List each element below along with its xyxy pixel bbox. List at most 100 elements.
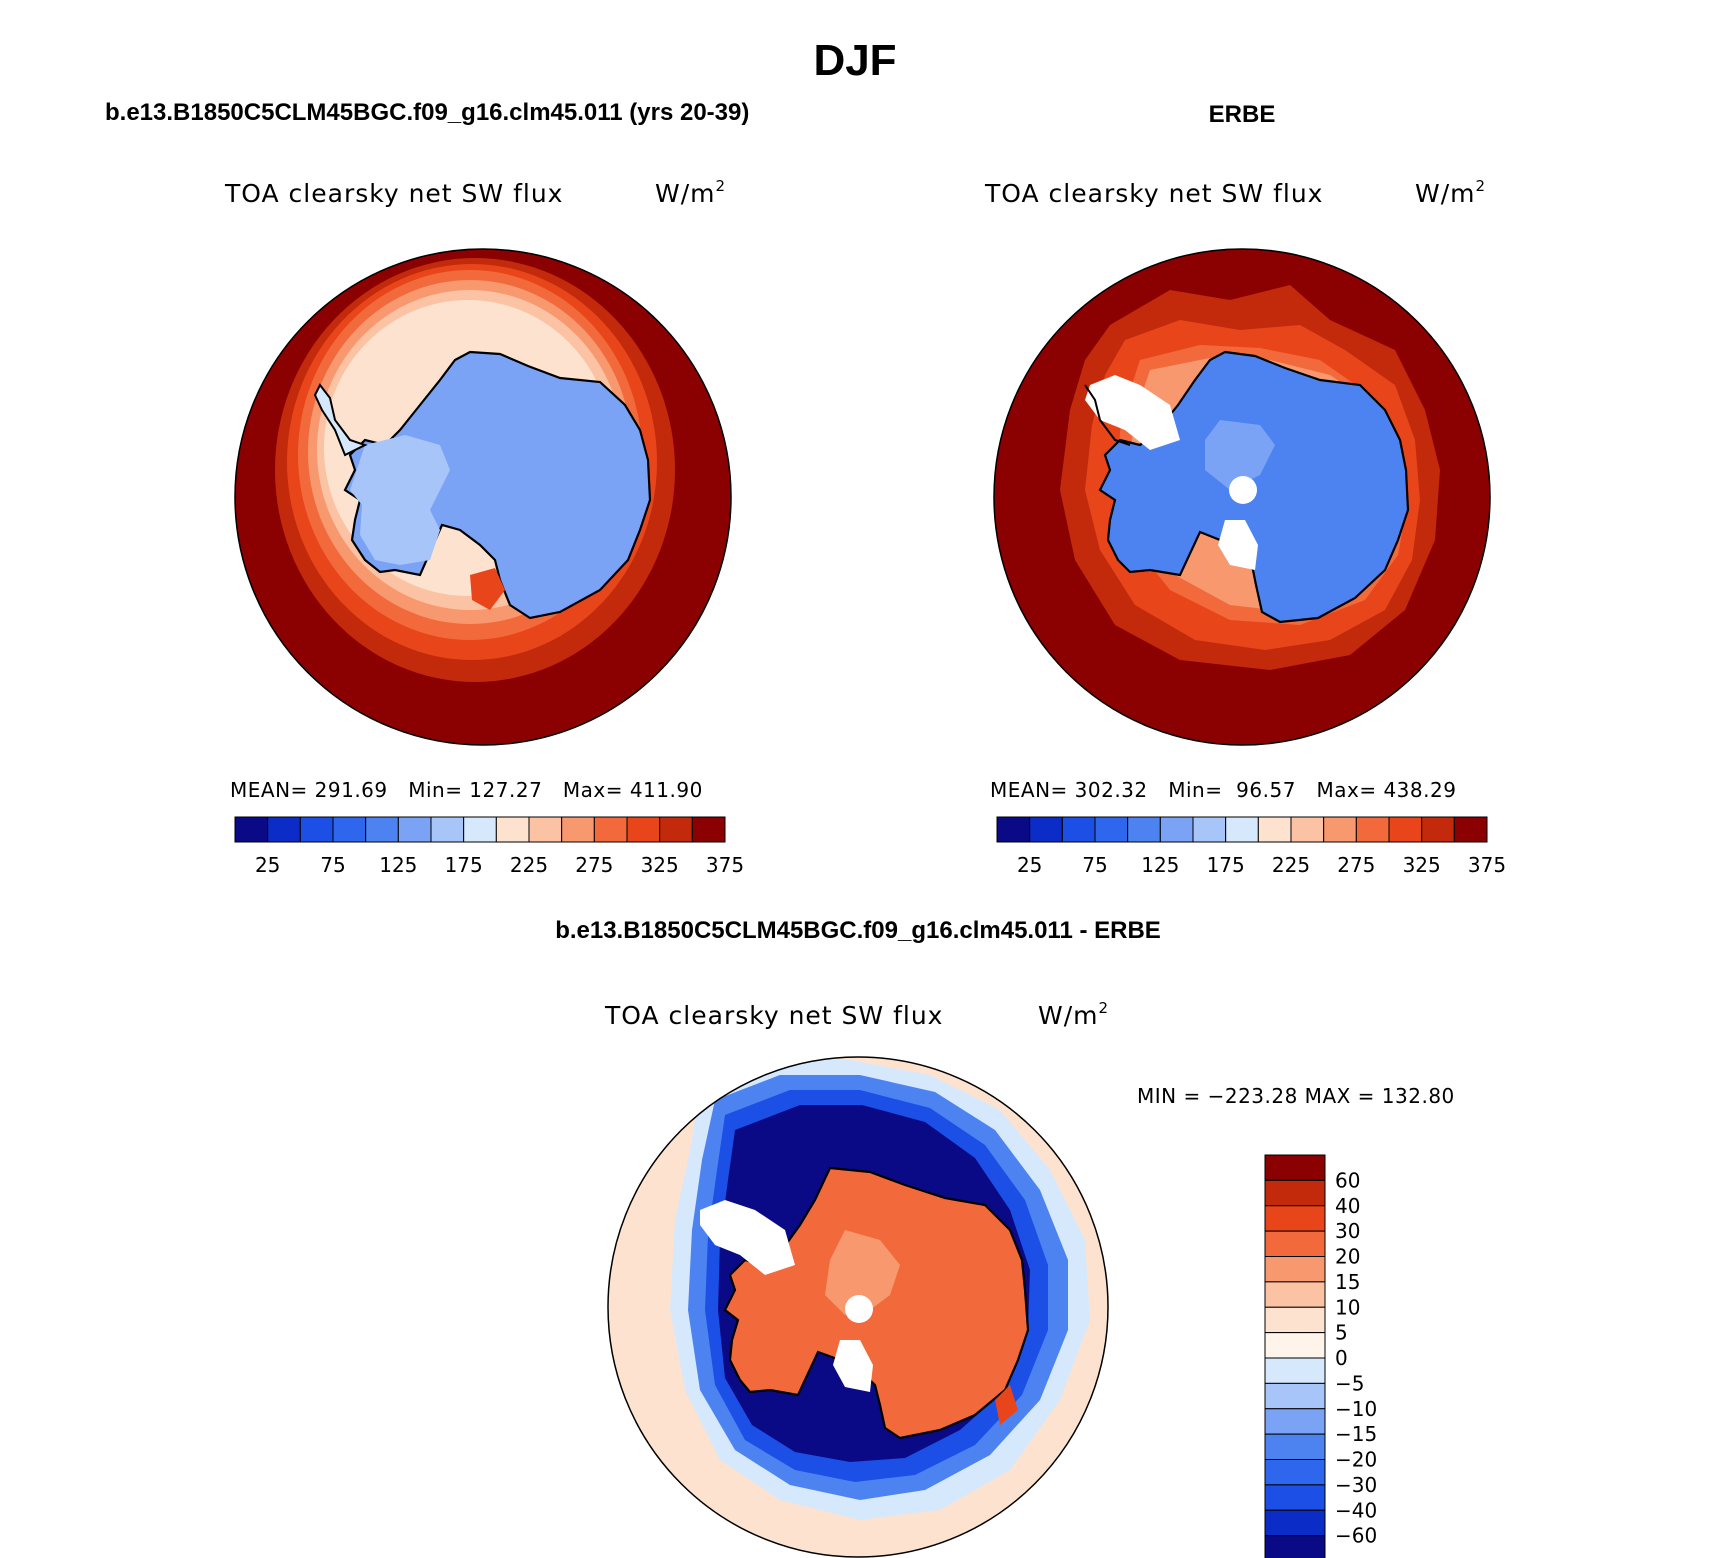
panel-b-colorbar-swatch-13 [1421,816,1455,843]
panel-a-colorbar-swatch-2 [299,816,334,843]
panel-a-colorbar-tick-label: 25 [255,853,280,877]
panel-c-colorbar-tick-label: 10 [1335,1295,1360,1319]
panel-b-missing-data-2 [1218,520,1258,570]
panel-c-colorbar-swatch-12 [1264,1459,1326,1486]
panel-c-pole-hole [845,1295,873,1323]
panel-c-colorbar-tick-label: −30 [1335,1473,1377,1497]
main-title: DJF [813,36,896,85]
panel-c-colorbar-swatch-7 [1264,1332,1326,1359]
panel-a-colorbar-tick-label: 375 [706,853,744,877]
panel-c-colorbar-tick-label: −15 [1335,1422,1377,1446]
panel-c-colorbar-tick-label: −20 [1335,1448,1377,1472]
panel-b-colorbar-swatch-7 [1225,816,1259,843]
panel-b-colorbar-swatch-4 [1127,816,1161,843]
panel-c-colorbar-swatch-11 [1264,1433,1326,1460]
panel-b-header: ERBE [1209,101,1276,128]
panel-b-units-exp: 2 [1476,177,1487,195]
panel-c-colorbar-tick-label: 40 [1335,1194,1360,1218]
panel-b-peninsula [1084,384,1131,446]
panel-a-red-patch [470,568,505,610]
panel-a-units-base: W/m [655,179,716,208]
panel-c-colorbar-swatch-10 [1264,1408,1326,1435]
panel-b-units: W/m2 [1415,177,1486,208]
panel-a-stats: MEAN= 291.69 Min= 127.27 Max= 411.90 [230,778,703,802]
panel-c-colorbar-tick-label: 30 [1335,1219,1360,1243]
panel-a-colorbar-swatch-8 [495,816,530,843]
panel-c-colorbar-swatch-13 [1264,1484,1326,1511]
panel-b-colorbar: 25 75 125 175 225 275 325 375 [996,816,1506,877]
panel-b-colorbar-tick-label: 375 [1468,853,1506,877]
panel-b-colorbar-tick-label: 225 [1272,853,1310,877]
panel-a-colorbar-tick-label: 225 [510,853,548,877]
panel-b-variable: TOA clearsky net SW flux [984,179,1323,208]
panel-c-missing-data-2 [833,1340,873,1392]
panel-b-missing-data-1 [1085,375,1180,450]
panel-a-colorbar-swatch-11 [593,816,628,843]
panel-a-colorbar-swatch-7 [463,816,497,843]
panel-a-header: b.e13.B1850C5CLM45BGC.f09_g16.clm45.011 … [105,99,749,126]
panel-b-units-base: W/m [1415,179,1476,208]
panel-a-boundary [234,248,732,746]
panel-b-stats: MEAN= 302.32 Min= 96.57 Max= 438.29 [990,778,1456,802]
panel-b-colorbar-swatch-12 [1388,816,1423,843]
panel-a-colorbar-swatch-9 [528,816,563,843]
panel-b-colorbar-tick-label: 175 [1207,853,1245,877]
panel-a-units-exp: 2 [716,177,727,195]
panel-c-colorbar-tick-label: −5 [1335,1371,1364,1395]
panel-c-colorbar-swatch-4 [1264,1256,1326,1283]
panel-a-colorbar-tick-label: 275 [575,853,613,877]
panel-a-peninsula [313,383,368,457]
panel-b-map [994,249,1490,745]
panel-b-colorbar-tick-label: 125 [1141,853,1179,877]
panel-a-colorbar-swatch-10 [561,816,595,843]
panel-c-header: b.e13.B1850C5CLM45BGC.f09_g16.clm45.011 … [555,917,1161,944]
panel-a-colorbar-swatch-1 [267,816,301,843]
panel-c-variable: TOA clearsky net SW flux [604,1001,943,1030]
panel-c-colorbar-swatch-9 [1264,1382,1326,1410]
panel-c-units-exp: 2 [1099,999,1110,1017]
panel-c-colorbar-tick-label: 60 [1335,1168,1360,1192]
panel-c-interior-lighter [825,1230,900,1315]
panel-a-colorbar-swatch-0 [234,816,269,843]
panel-c-colorbar-swatch-8 [1264,1357,1326,1384]
panel-c-colorbar-swatch-15 [1264,1535,1326,1558]
panel-a-colorbar: 25 75 125 175 225 275 325 375 [234,816,744,877]
panel-b-colorbar-tick-label: 325 [1403,853,1441,877]
panel-b-colorbar-swatch-1 [1029,816,1063,843]
panel-b-colorbar-swatch-2 [1061,816,1096,843]
panel-c-colorbar-swatch-1 [1264,1179,1326,1207]
panel-c-colorbar-tick-label: 5 [1335,1321,1348,1345]
panel-c-colorbar-swatch-6 [1264,1306,1326,1334]
panel-a-units: W/m2 [655,177,726,208]
panel-a-ice-shelf-lighter [350,435,450,565]
panel-a-map [235,249,731,745]
panel-c-colorbar-tick-label: −60 [1335,1524,1377,1548]
panel-b-colorbar-swatch-0 [996,816,1031,843]
panel-a-colorbar-swatch-14 [691,816,726,843]
panel-a-variable: TOA clearsky net SW flux [224,179,563,208]
panel-a-colorbar-swatch-5 [397,816,432,843]
panel-a-colorbar-swatch-6 [430,816,465,843]
panel-c-colorbar-tick-label: 0 [1335,1346,1348,1370]
panel-b-colorbar-tick-label: 75 [1082,853,1107,877]
panel-c-colorbar-swatch-0 [1264,1154,1326,1181]
panel-b-colorbar-swatch-11 [1355,816,1390,843]
panel-b-colorbar-swatch-10 [1323,816,1357,843]
panel-b-colorbar-swatch-14 [1453,816,1488,843]
panel-a-colorbar-tick-label: 75 [320,853,345,877]
panel-b-colorbar-swatch-3 [1094,816,1129,843]
panel-c-units: W/m2 [1038,999,1109,1030]
panel-c-colorbar-swatch-3 [1264,1230,1326,1257]
panel-c-missing-data-1 [700,1200,795,1275]
panel-c-red-patch [995,1385,1018,1425]
panel-c-colorbar-swatch-2 [1264,1205,1326,1232]
panel-a-colorbar-swatch-12 [626,816,661,843]
panel-c-colorbar-tick-label: −10 [1335,1397,1377,1421]
panel-c-boundary [607,1056,1109,1558]
panel-c-colorbar-tick-label: 15 [1335,1270,1360,1294]
panel-c-units-base: W/m [1038,1001,1099,1030]
panel-b-colorbar-swatch-9 [1290,816,1325,843]
panel-b-pole-hole [1229,476,1257,504]
